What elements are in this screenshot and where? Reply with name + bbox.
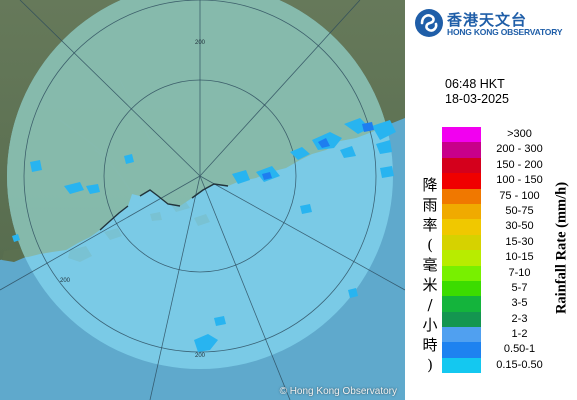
- legend-label: 0.15-0.50: [496, 358, 543, 371]
- legend-row: 15-30: [442, 234, 572, 251]
- legend-title: Rainfall Rate (mm/h): [553, 181, 570, 315]
- legend-label: 150 - 200: [496, 158, 543, 171]
- legend-row: 2-3: [442, 311, 572, 328]
- range-label-s: 200: [195, 353, 206, 359]
- legend-swatch: [442, 188, 481, 204]
- legend-row: 150 - 200: [442, 157, 572, 174]
- legend-swatch: [442, 311, 481, 328]
- legend-swatch: [442, 127, 481, 143]
- legend-title-chinese-char: 小: [422, 316, 438, 334]
- legend-label: 200 - 300: [496, 143, 543, 156]
- range-label-n: 200: [195, 40, 206, 46]
- legend-row: 50-75: [442, 203, 572, 220]
- legend-swatch: [442, 234, 481, 251]
- timestamp: 06:48 HKT 18-03-2025: [445, 77, 509, 107]
- legend-swatch: [442, 342, 481, 358]
- logo-chinese-text: 香港天文台: [447, 11, 528, 29]
- legend-row: 3-5: [442, 296, 572, 312]
- date-text: 18-03-2025: [445, 92, 509, 106]
- radar-coverage: [7, 0, 393, 369]
- legend-row: 1-2: [442, 327, 572, 343]
- legend-swatch: [442, 142, 481, 158]
- legend-title-chinese-char: 毫: [422, 256, 438, 274]
- legend-row: 5-7: [442, 280, 572, 297]
- legend-swatch: [442, 219, 481, 235]
- legend-label: >300: [507, 128, 532, 140]
- legend-title-chinese-char: (: [427, 236, 433, 254]
- time-text: 06:48 HKT: [445, 77, 505, 91]
- logo-english-text: HONG KONG OBSERVATORY: [447, 27, 563, 37]
- legend-label: 3-5: [511, 297, 528, 310]
- legend-row: 7-10: [442, 265, 572, 281]
- legend-label: 1-2: [511, 328, 528, 341]
- legend-row: 200 - 300: [442, 142, 572, 158]
- legend-title-chinese-char: /: [427, 296, 433, 314]
- legend-swatch: [442, 250, 481, 266]
- legend-panel: 香港天文台 HONG KONG OBSERVATORY 06:48 HKT 18…: [405, 0, 577, 400]
- radar-map-svg: 200 200 200: [0, 0, 405, 400]
- legend-label: 50-75: [505, 204, 534, 217]
- radar-map: 200 200 200: [0, 0, 405, 400]
- rain-echo-south: [194, 288, 358, 352]
- legend-label: 7-10: [508, 266, 531, 279]
- legend-row: 100 - 150: [442, 173, 572, 189]
- legend-title-chinese-char: 率: [422, 216, 438, 234]
- legend-label: 75 - 100: [499, 189, 540, 202]
- rain-echo-west: [12, 154, 134, 242]
- legend-swatch: [442, 327, 481, 343]
- rain-echoes: [12, 118, 396, 352]
- legend-swatch: [442, 173, 481, 189]
- legend-row: 75 - 100: [442, 188, 572, 204]
- legend-label: 100 - 150: [496, 174, 543, 187]
- legend-row: >300: [442, 127, 572, 143]
- legend-label: 30-50: [505, 220, 534, 233]
- legend-row: 0.50-1: [442, 342, 572, 358]
- legend-swatch: [442, 296, 481, 312]
- legend-title-chinese-char: 米: [422, 276, 438, 294]
- legend-label: 2-3: [511, 312, 528, 325]
- range-label-w: 200: [60, 278, 71, 284]
- coastline: [99, 183, 229, 231]
- legend-swatch: [442, 265, 481, 281]
- legend-title-chinese-char: 時: [422, 336, 438, 354]
- legend-scale: >300 200 - 300 150 - 200 100 - 150 75 - 100 5…: [442, 127, 572, 374]
- rain-echo-east-core: [262, 122, 374, 180]
- legend-swatch: [442, 157, 481, 174]
- legend-row: 10-15: [442, 250, 572, 266]
- legend-swatch: [442, 280, 481, 297]
- legend-label: 5-7: [511, 281, 528, 294]
- legend-label: 10-15: [505, 251, 534, 264]
- legend-title-chinese-char: 降: [422, 176, 438, 194]
- legend-title-chinese-char: ): [427, 356, 433, 374]
- hko-logo-icon: [415, 9, 443, 37]
- copyright-text: © Hong Kong Observatory: [279, 386, 397, 397]
- legend-swatch: [442, 357, 481, 374]
- legend-label: 15-30: [505, 235, 534, 248]
- legend-label: 0.50-1: [503, 343, 536, 356]
- hko-logo[interactable]: 香港天文台 HONG KONG OBSERVATORY: [414, 6, 574, 40]
- radial-lines: [0, 0, 405, 400]
- legend-swatch: [442, 203, 481, 220]
- legend-title-chinese-char: 雨: [422, 196, 438, 214]
- legend-row: 0.15-0.50: [442, 357, 572, 374]
- legend-title-chinese: 降雨率 ( 毫米 / 小時): [422, 175, 438, 375]
- legend-row: 30-50: [442, 219, 572, 235]
